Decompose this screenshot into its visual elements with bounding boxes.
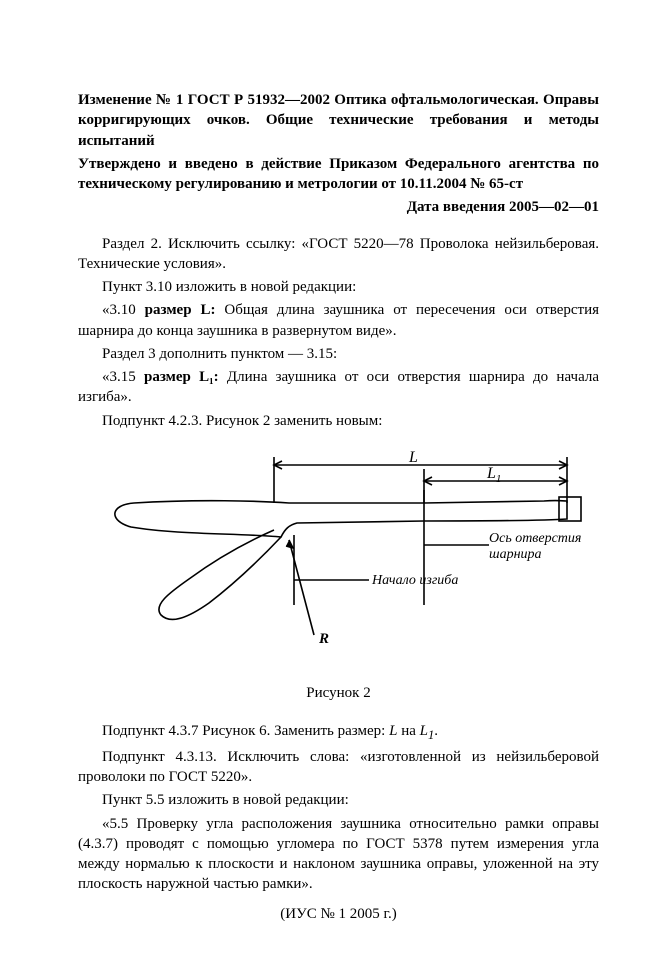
figure-caption: Рисунок 2 [78,683,599,703]
text: «3.10 [102,302,145,318]
paragraph: Раздел 2. Исключить ссылку: «ГОСТ 5220—7… [78,234,599,275]
symbol: L [420,723,428,739]
text: . [434,723,438,739]
paragraph: «5.5 Проверку угла расположения заушника… [78,814,599,895]
label-axis-1: Ось отверстия [489,531,581,546]
paragraph: Подпункт 4.3.13. Исключить слова: «изгот… [78,747,599,788]
label-L: L [408,449,418,466]
label-axis-2: шарнира [489,547,542,562]
label-start: Начало изгиба [371,573,458,588]
paragraph: Пункт 5.5 изложить в новой редакции: [78,790,599,810]
paragraph: «3.15 размер L₁: Длина заушника от оси о… [78,367,599,408]
header-approval: Утверждено и введено в действие Приказом… [78,154,599,195]
paragraph: Пункт 3.10 изложить в новой редакции: [78,277,599,297]
text: «3.15 [102,369,144,385]
paragraph: Подпункт 4.3.7 Рисунок 6. Заменить разме… [78,721,599,744]
document-page: Изменение № 1 ГОСТ Р 51932—2002 Оптика о… [0,0,661,967]
header-title: Изменение № 1 ГОСТ Р 51932—2002 Оптика о… [78,90,599,151]
source-note: (ИУС № 1 2005 г.) [78,904,599,924]
paragraph: Подпункт 4.2.3. Рисунок 2 заменить новым… [78,411,599,431]
header-date: Дата введения 2005—02—01 [78,197,599,217]
paragraph: «3.10 размер L: Общая длина заушника от … [78,300,599,341]
term: размер L: [145,302,216,318]
figure-2: L L1 Ось отверстия шарнира Начало изгиба… [78,445,599,665]
term: размер L₁: [144,369,219,385]
text: на [397,723,419,739]
temple-diagram-svg: L L1 Ось отверстия шарнира Начало изгиба… [89,445,589,665]
label-L1: L1 [486,465,501,485]
label-R: R [318,631,329,647]
header-block: Изменение № 1 ГОСТ Р 51932—2002 Оптика о… [78,90,599,218]
text: Подпункт 4.3.7 Рисунок 6. Заменить разме… [102,723,389,739]
paragraph: Раздел 3 дополнить пунктом — 3.15: [78,344,599,364]
